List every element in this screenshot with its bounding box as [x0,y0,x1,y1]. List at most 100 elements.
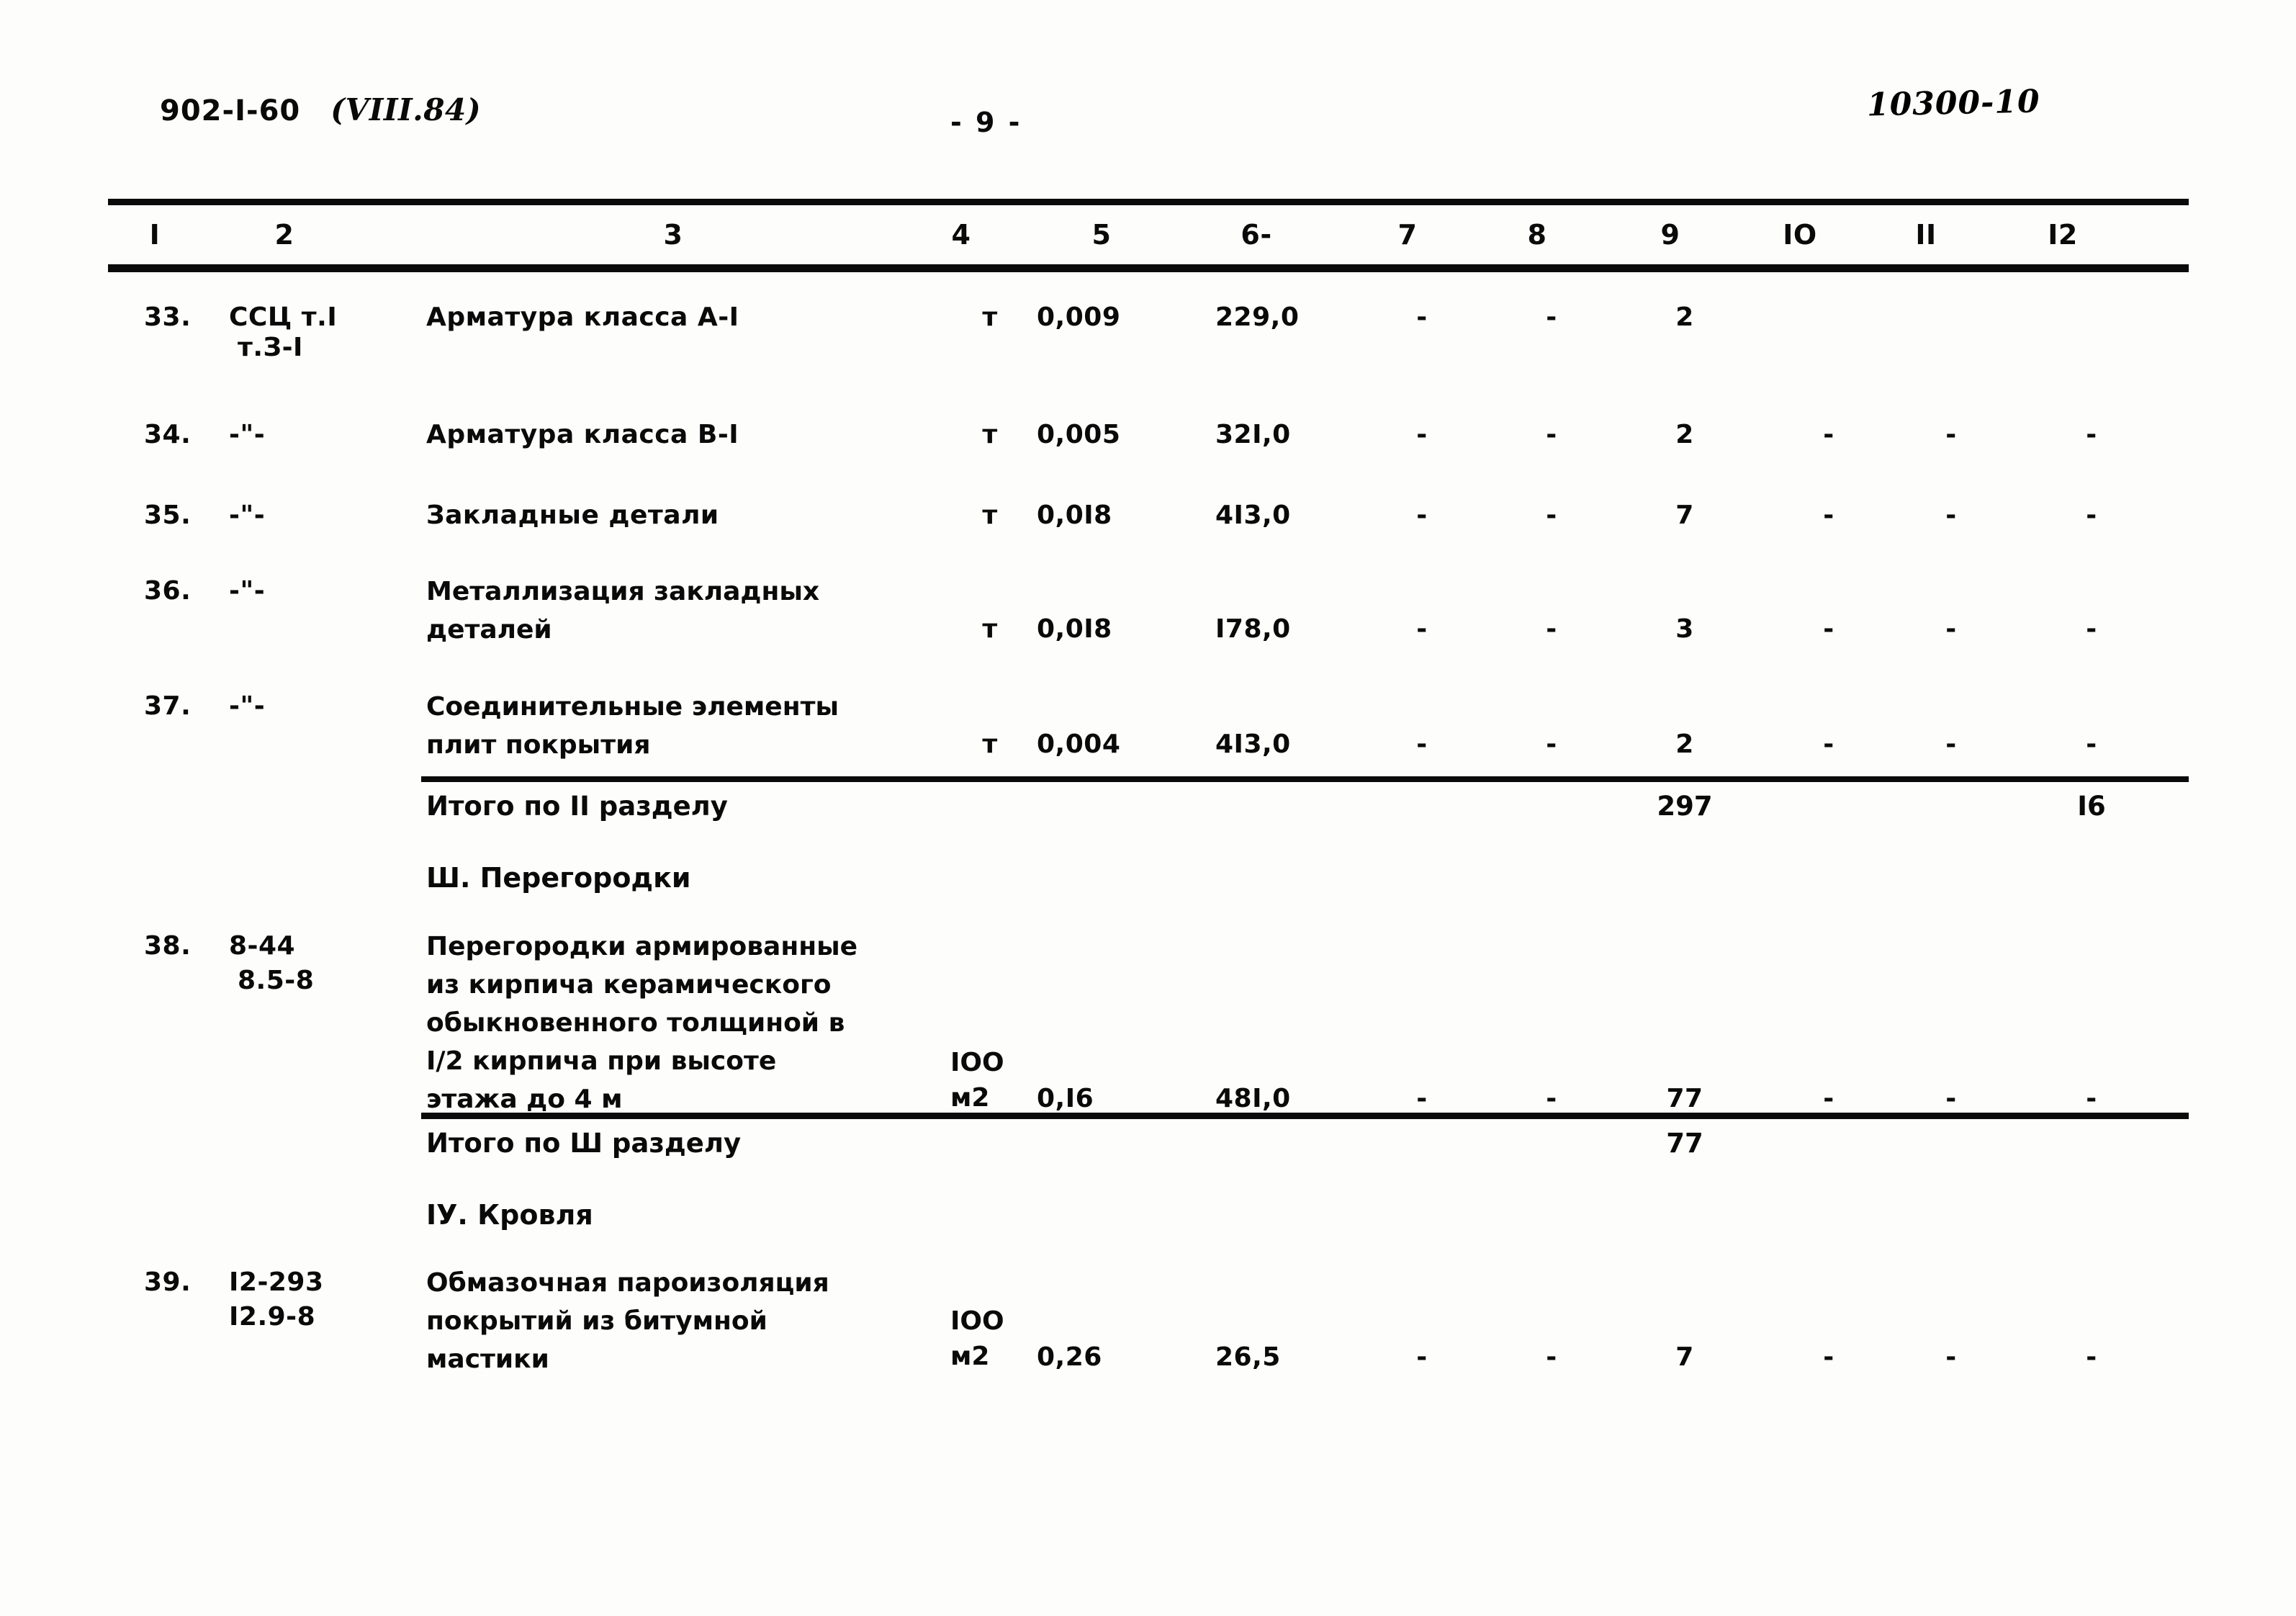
row-value-8: - [1546,614,1557,644]
section-total-label: Итого по Ш разделу [426,1128,742,1159]
table-header-rule [108,264,2189,272]
row-unit: т [982,500,998,530]
section-total-value-9: 77 [1666,1128,1703,1159]
row-value-9: 3 [1675,614,1694,644]
row-value-11: - [1945,500,1957,530]
row-reference: 8-44 [229,931,296,961]
row-value-12: - [2086,730,2097,759]
row-value-12: - [2086,500,2097,530]
row-unit: т [982,302,998,332]
row-description: Соединительные элементы плит покрытия [426,692,839,760]
row-description: Перегородки армированные из кирпича кера… [426,932,858,1114]
row-unit: т [982,614,998,644]
row-value-7: - [1416,1084,1428,1113]
row-value-5: 0,0I8 [1037,500,1112,530]
section-heading-peregorodki: Ш. Перегородки [426,862,691,894]
row-value-7: - [1416,614,1428,644]
row-value-6: 26,5 [1215,1342,1281,1372]
row-value-6: 4I3,0 [1215,730,1291,759]
row-reference: -"- [229,420,266,449]
column-header-9: 9 [1660,219,1680,251]
document-revision: (VIII.84) [330,92,482,127]
row-unit: т [982,730,998,759]
section-2-total-rule [421,776,2189,782]
column-header-3: 3 [663,219,683,251]
row-value-8: - [1546,1084,1557,1113]
section-heading-krovlya: IУ. Кровля [426,1199,593,1231]
section-3-total-rule [421,1113,2189,1119]
row-value-10: - [1823,614,1834,644]
row-reference-2: т.З-I [238,333,303,362]
row-value-9: 7 [1675,1342,1694,1372]
row-value-8: - [1546,1342,1557,1372]
row-value-10: - [1823,1084,1834,1113]
row-value-5: 0,I6 [1037,1084,1094,1113]
row-reference: -"- [229,500,266,530]
document-header-left: 902-I-60 (VIII.84) [160,92,481,127]
row-value-11: - [1945,730,1957,759]
row-number: 38. [144,931,192,961]
row-number: 37. [144,691,192,721]
row-value-9: 2 [1675,730,1694,759]
section-total-value-9: 297 [1657,791,1713,822]
table-top-rule [108,199,2189,205]
row-value-7: - [1416,500,1428,530]
row-unit: т [982,420,998,449]
section-total-label: Итого по II разделу [426,791,728,822]
row-value-11: - [1945,1342,1957,1372]
row-value-8: - [1546,500,1557,530]
row-number: 36. [144,576,192,606]
column-header-5: 5 [1091,219,1112,251]
row-description: Закладные детали [426,500,719,530]
column-header-7: 7 [1397,219,1418,251]
row-number: 33. [144,302,192,332]
row-description: Металлизация закладных деталей [426,577,820,645]
row-value-10: - [1823,730,1834,759]
row-unit: IOO м2 [950,1048,1004,1113]
row-value-9: 77 [1666,1084,1703,1113]
row-value-5: 0,005 [1037,420,1121,449]
archive-number: 10300-10 [1866,83,2041,124]
column-header-4: 4 [951,219,971,251]
row-value-11: - [1945,614,1957,644]
row-value-11: - [1945,1084,1957,1113]
column-header-6: 6- [1241,219,1272,251]
row-value-6: 48I,0 [1215,1084,1291,1113]
column-header-2: 2 [274,219,294,251]
table-column-header-row: I 2 3 4 5 6- 7 8 9 IO II I2 [0,216,2296,259]
document-code: 902-I-60 [160,94,301,127]
section-total-value-12: I6 [2077,791,2106,822]
row-unit: IOO м2 [950,1306,1004,1371]
row-description: Арматура класса В-I [426,420,739,449]
row-reference: -"- [229,691,266,721]
row-number: 39. [144,1267,192,1297]
row-description: Обмазочная пароизоляция покрытий из биту… [426,1268,829,1374]
row-value-10: - [1823,1342,1834,1372]
row-value-10: - [1823,420,1834,449]
column-header-1: I [149,219,161,251]
column-header-8: 8 [1527,219,1547,251]
row-value-6: 32I,0 [1215,420,1291,449]
row-description: Арматура класса А-I [426,302,739,332]
row-value-9: 2 [1675,302,1694,332]
row-value-9: 7 [1675,500,1694,530]
row-value-9: 2 [1675,420,1694,449]
row-reference: I2-293 [229,1267,324,1297]
row-value-7: - [1416,420,1428,449]
row-value-5: 0,26 [1037,1342,1102,1372]
row-number: 34. [144,420,192,449]
row-value-5: 0,004 [1037,730,1121,759]
row-value-12: - [2086,1084,2097,1113]
row-value-8: - [1546,302,1557,332]
row-value-12: - [2086,1342,2097,1372]
row-reference: ССЦ т.I [229,302,338,332]
row-reference: -"- [229,576,266,606]
row-value-8: - [1546,420,1557,449]
row-value-11: - [1945,420,1957,449]
row-value-5: 0,0I8 [1037,614,1112,644]
page-number: - 9 - [950,107,1022,138]
row-reference-2: I2.9-8 [229,1302,316,1332]
row-value-7: - [1416,1342,1428,1372]
row-number: 35. [144,500,192,530]
